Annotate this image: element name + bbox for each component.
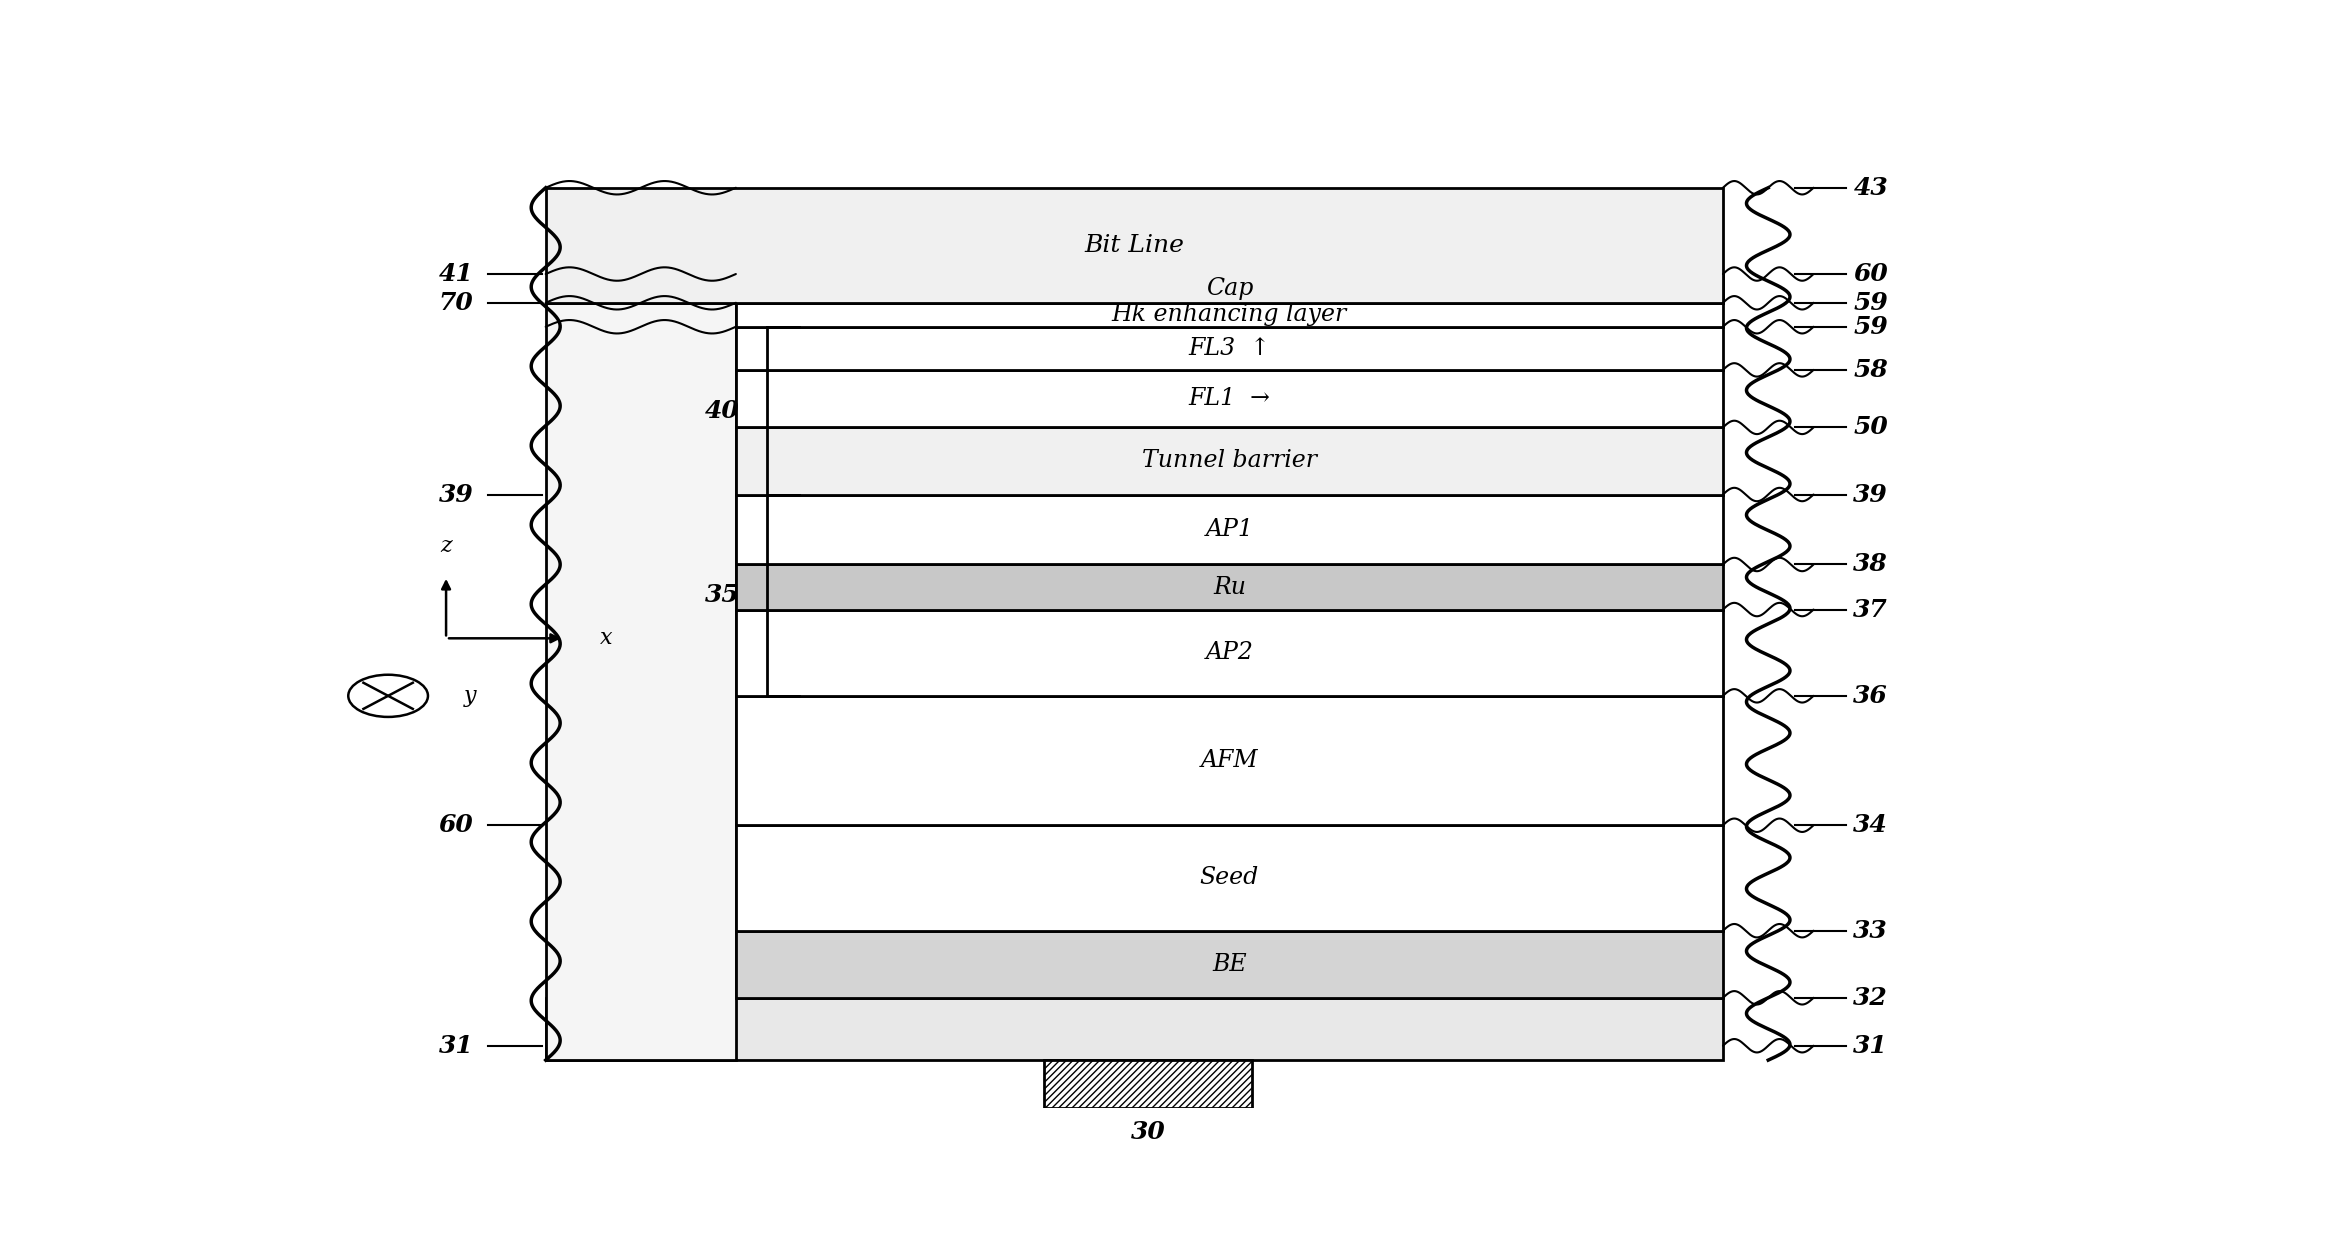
Text: Tunnel barrier: Tunnel barrier: [1143, 449, 1318, 472]
Bar: [736, 825, 1722, 931]
Text: x: x: [601, 627, 612, 650]
Bar: [547, 188, 1722, 303]
Text: 30: 30: [1131, 1120, 1166, 1144]
Text: 32: 32: [1853, 986, 1888, 1010]
Text: Cap: Cap: [1206, 276, 1253, 300]
Text: 31: 31: [439, 1033, 474, 1058]
Text: 59: 59: [1853, 315, 1888, 339]
Bar: [736, 494, 1722, 564]
Bar: [547, 303, 736, 1061]
Bar: [736, 610, 1722, 696]
Text: 60: 60: [439, 813, 474, 837]
Text: 39: 39: [439, 483, 474, 507]
Text: 58: 58: [1853, 357, 1888, 382]
Bar: [736, 326, 1722, 370]
Text: AFM: AFM: [1201, 749, 1257, 772]
Bar: [736, 931, 1722, 997]
Text: 38: 38: [1853, 553, 1888, 576]
Text: 31: 31: [1853, 1033, 1888, 1058]
Text: 43: 43: [1853, 176, 1888, 199]
Bar: [736, 696, 1722, 825]
Text: 35: 35: [706, 583, 738, 608]
Text: 34: 34: [1853, 813, 1888, 837]
Text: AP2: AP2: [1206, 641, 1253, 664]
Text: Seed: Seed: [1199, 867, 1260, 889]
Text: y: y: [465, 685, 477, 707]
Text: 59: 59: [1853, 291, 1888, 315]
Bar: [1045, 1061, 1253, 1108]
Text: 33: 33: [1853, 919, 1888, 942]
Text: 70: 70: [439, 291, 474, 315]
Text: Ru: Ru: [1213, 575, 1246, 599]
Text: AP1: AP1: [1206, 518, 1253, 542]
Text: FL3  ↑: FL3 ↑: [1190, 337, 1271, 360]
Text: z: z: [439, 535, 451, 557]
Text: 50: 50: [1853, 416, 1888, 439]
Text: 36: 36: [1853, 684, 1888, 708]
Text: BE: BE: [1213, 952, 1246, 976]
Text: 41: 41: [439, 261, 474, 286]
Bar: [547, 997, 1722, 1061]
Bar: [736, 303, 1722, 326]
Text: Hk enhancing layer: Hk enhancing layer: [1112, 304, 1346, 326]
Text: Bit Line: Bit Line: [1084, 234, 1185, 256]
Text: FL1  →: FL1 →: [1190, 387, 1271, 410]
Bar: [736, 274, 1722, 303]
Text: 60: 60: [1853, 261, 1888, 286]
Bar: [736, 427, 1722, 494]
Text: 40: 40: [706, 398, 738, 422]
Bar: [736, 564, 1722, 610]
Bar: [736, 370, 1722, 427]
Text: 37: 37: [1853, 598, 1888, 621]
Text: 39: 39: [1853, 483, 1888, 507]
